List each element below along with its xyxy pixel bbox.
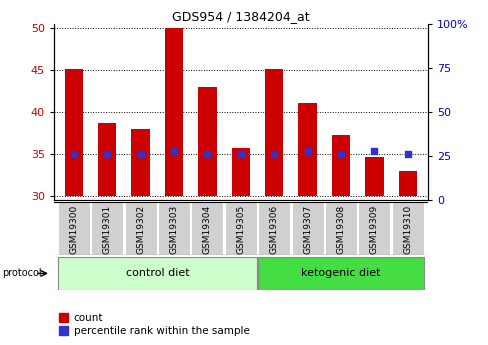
Bar — [98, 123, 116, 196]
Title: GDS954 / 1384204_at: GDS954 / 1384204_at — [172, 10, 309, 23]
Text: GSM19306: GSM19306 — [269, 205, 278, 254]
Text: protocol: protocol — [2, 268, 42, 278]
Text: GSM19305: GSM19305 — [236, 205, 245, 254]
Bar — [64, 69, 83, 196]
Bar — [198, 87, 216, 196]
Bar — [131, 129, 149, 196]
Point — [70, 151, 78, 157]
Text: GSM19300: GSM19300 — [69, 205, 78, 254]
Bar — [58, 257, 256, 290]
Point — [203, 151, 211, 157]
Text: GSM19307: GSM19307 — [303, 205, 311, 254]
Bar — [164, 28, 183, 196]
Bar — [391, 202, 423, 255]
Point — [137, 151, 144, 157]
Bar — [258, 202, 290, 255]
Bar — [291, 202, 323, 255]
Point — [370, 148, 378, 154]
Bar — [358, 202, 390, 255]
Point — [303, 148, 311, 154]
Text: GSM19302: GSM19302 — [136, 205, 145, 254]
Bar — [331, 135, 349, 196]
Bar — [298, 103, 316, 196]
Text: GSM19301: GSM19301 — [102, 205, 111, 254]
Bar — [398, 171, 416, 196]
Text: control diet: control diet — [125, 268, 189, 278]
Bar — [124, 202, 156, 255]
Bar — [158, 202, 190, 255]
Bar — [365, 157, 383, 196]
Legend: count, percentile rank within the sample: count, percentile rank within the sample — [59, 313, 249, 336]
Point — [236, 151, 244, 157]
Bar — [264, 69, 283, 196]
Text: GSM19310: GSM19310 — [403, 205, 411, 254]
Point — [170, 148, 178, 154]
Bar — [58, 202, 90, 255]
Text: GSM19303: GSM19303 — [169, 205, 178, 254]
Bar — [191, 202, 223, 255]
Text: GSM19309: GSM19309 — [369, 205, 378, 254]
Bar — [258, 257, 423, 290]
Point — [336, 151, 344, 157]
Point — [270, 151, 278, 157]
Text: ketogenic diet: ketogenic diet — [301, 268, 380, 278]
Point — [103, 151, 111, 157]
Bar — [325, 202, 356, 255]
Bar — [231, 148, 249, 196]
Point — [403, 151, 411, 157]
Bar — [224, 202, 256, 255]
Bar — [91, 202, 123, 255]
Text: GSM19308: GSM19308 — [336, 205, 345, 254]
Text: GSM19304: GSM19304 — [203, 205, 211, 254]
